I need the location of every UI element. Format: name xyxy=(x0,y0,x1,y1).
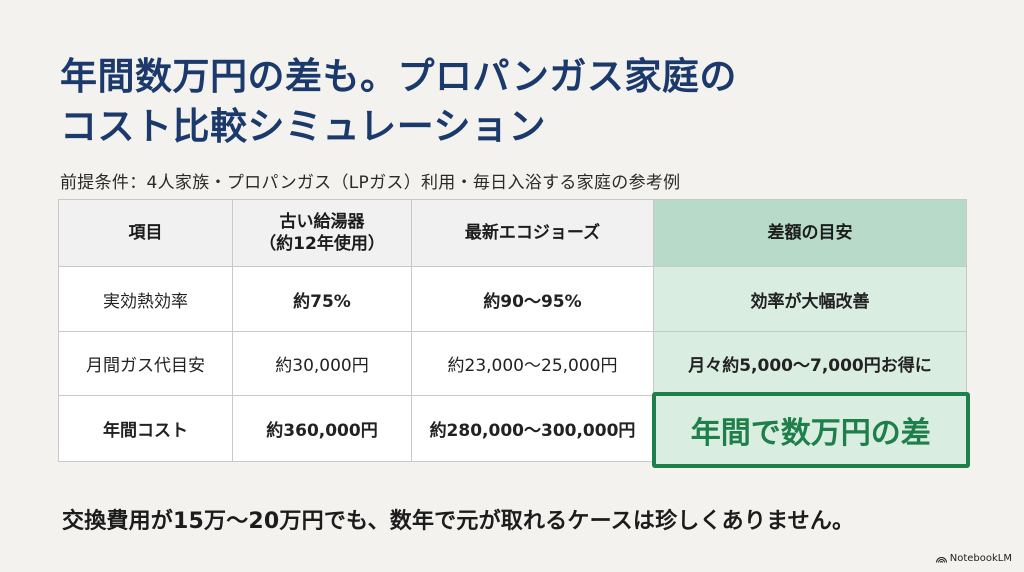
header-difference: 差額の目安 xyxy=(653,199,967,267)
premise-subtitle: 前提条件：4人家族・プロパンガス（LPガス）利用・毎日入浴する家庭の参考例 xyxy=(60,173,681,193)
brand-watermark: NotebookLM xyxy=(935,553,1012,564)
efficiency-difference: 効率が大幅改善 xyxy=(653,266,967,332)
title-line-1: 年間数万円の差も。プロパンガス家庭の xyxy=(60,55,737,98)
row-label-efficiency: 実効熱効率 xyxy=(58,266,233,332)
old-monthly-gas-value: 約30,000円 xyxy=(232,331,412,396)
new-monthly-gas-value: 約23,000〜25,000円 xyxy=(411,331,654,396)
table-row: 実効熱効率 約75% 約90〜95% 効率が大幅改善 xyxy=(58,266,967,332)
title-line-2: コスト比較シミュレーション xyxy=(60,105,547,148)
header-old-heater: 古い給湯器 （約12年使用） xyxy=(232,199,412,267)
header-old-heater-note: （約12年使用） xyxy=(259,234,385,254)
old-efficiency-value: 約75% xyxy=(232,266,412,332)
monthly-difference: 月々約5,000〜7,000円お得に xyxy=(653,331,967,396)
annual-difference-cell: 年間で数万円の差 xyxy=(652,392,970,468)
header-item: 項目 xyxy=(58,199,233,267)
old-annual-cost-value: 約360,000円 xyxy=(232,395,412,462)
header-new-ecojozu: 最新エコジョーズ xyxy=(411,199,654,267)
table-row: 年間コスト 約360,000円 約280,000〜300,000円 年間で数万円… xyxy=(58,392,970,468)
conclusion-text: 交換費用が15万〜20万円でも、数年で元が取れるケースは珍しくありません。 xyxy=(62,509,855,534)
table-header-row: 項目 古い給湯器 （約12年使用） 最新エコジョーズ 差額の目安 xyxy=(58,199,967,267)
header-old-heater-label: 古い給湯器 xyxy=(279,212,365,232)
cost-comparison-table: 項目 古い給湯器 （約12年使用） 最新エコジョーズ 差額の目安 実効熱効率 約… xyxy=(58,199,970,468)
row-label-monthly-gas: 月間ガス代目安 xyxy=(58,331,233,396)
brand-label: NotebookLM xyxy=(949,553,1012,564)
new-annual-cost-value: 約280,000〜300,000円 xyxy=(411,395,654,462)
new-efficiency-value: 約90〜95% xyxy=(411,266,654,332)
notebooklm-logo-icon xyxy=(935,557,947,563)
annual-difference-highlight: 年間で数万円の差 xyxy=(652,392,970,468)
table-row: 月間ガス代目安 約30,000円 約23,000〜25,000円 月々約5,00… xyxy=(58,331,967,396)
page-title: 年間数万円の差も。プロパンガス家庭の コスト比較シミュレーション xyxy=(60,52,737,152)
row-label-annual-cost: 年間コスト xyxy=(58,395,233,462)
